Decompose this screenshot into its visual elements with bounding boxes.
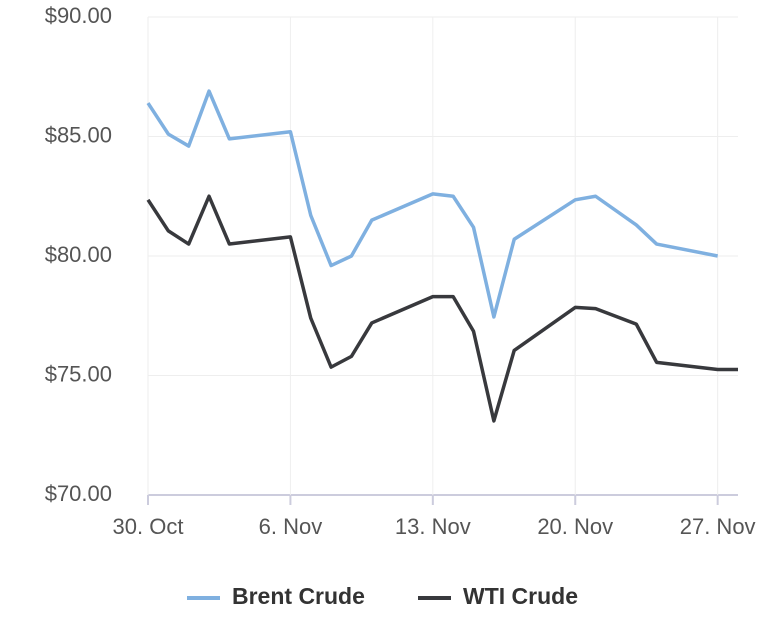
y-tick-label: $80.00: [45, 242, 112, 267]
legend-label: WTI Crude: [463, 583, 578, 609]
y-tick-label: $70.00: [45, 481, 112, 506]
line-series: [146, 194, 738, 423]
x-tick-label: 30. Oct: [113, 514, 184, 539]
x-tick-label: 20. Nov: [537, 514, 613, 539]
y-tick-label: $85.00: [45, 122, 112, 147]
y-tick-label: $75.00: [45, 361, 112, 386]
legend-label: Brent Crude: [232, 583, 365, 609]
x-tick-label: 13. Nov: [395, 514, 471, 539]
x-tick-label: 6. Nov: [259, 514, 323, 539]
y-tick-label: $90.00: [45, 3, 112, 28]
line-series: [146, 89, 718, 319]
x-tick-label: 27. Nov: [680, 514, 756, 539]
